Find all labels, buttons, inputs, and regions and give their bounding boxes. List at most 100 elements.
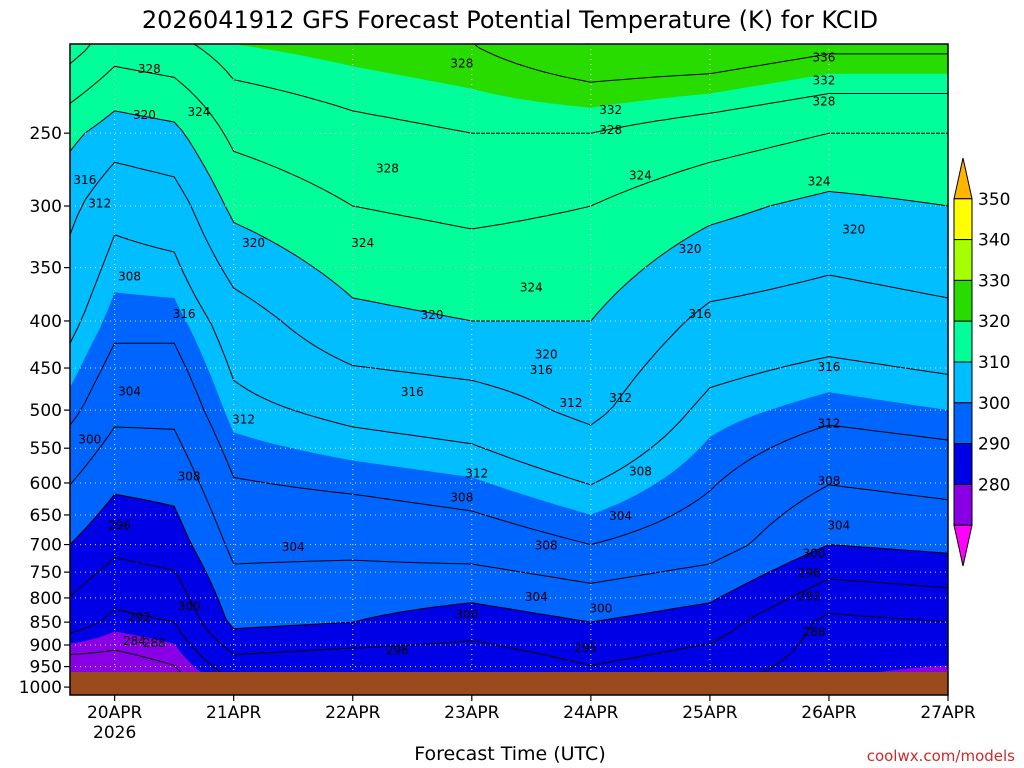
- plot-area: 3283243203163123083163043002962922842883…: [70, 38, 948, 695]
- y-tick-label: 750: [30, 563, 62, 583]
- plot-frame: [69, 43, 949, 696]
- x-tick-label: 26APR: [801, 703, 857, 723]
- contour-label: 320: [679, 242, 702, 256]
- contour-label: 316: [689, 307, 712, 321]
- contour-label: 308: [535, 539, 558, 553]
- contour-label: 312: [560, 396, 583, 410]
- contour-label: 308: [629, 464, 652, 478]
- contour-labels: 3283243203163123083163043002962922842883…: [73, 51, 865, 658]
- band-fill-340: [70, 38, 948, 42]
- contour-label: 312: [609, 391, 632, 405]
- contour-label: 312: [88, 196, 111, 210]
- contour-line-300: [70, 493, 948, 630]
- y-tick-label: 700: [30, 536, 62, 556]
- colorbar-label: 320: [978, 312, 1010, 332]
- band-fill-320: [70, 44, 948, 321]
- colorbar-label: 310: [978, 353, 1010, 373]
- x-year-label: 2026: [93, 723, 136, 743]
- contour-label: 320: [133, 108, 156, 122]
- contour-label: 332: [599, 103, 622, 117]
- y-tick-label: 500: [30, 401, 62, 421]
- contour-label: 312: [817, 416, 840, 430]
- contour-label: 328: [450, 56, 473, 70]
- contour-line-316: [70, 161, 948, 426]
- contour-label: 316: [530, 363, 553, 377]
- colorbar-label: 300: [978, 394, 1010, 414]
- colorbar: 350 340 330 320 310 300 290 280: [953, 157, 1010, 567]
- contour-label: 328: [376, 161, 399, 175]
- contour-label: 308: [118, 270, 141, 284]
- contour-label: 320: [242, 236, 265, 250]
- contour-label: 292: [128, 610, 151, 624]
- y-tick-label: 950: [30, 658, 62, 678]
- contour-label: 296: [386, 643, 409, 657]
- contour-label: 296: [108, 518, 131, 532]
- contour-label: 304: [525, 590, 548, 604]
- contour-label: 328: [599, 123, 622, 137]
- chart-title: 2026041912 GFS Forecast Potential Temper…: [142, 6, 878, 34]
- contour-line-320: [70, 110, 948, 322]
- y-tick-label: 850: [30, 613, 62, 633]
- contour-label: 312: [232, 413, 255, 427]
- contour-label: 316: [173, 307, 196, 321]
- ground-strip: [70, 672, 948, 695]
- color-bands: [70, 38, 948, 695]
- contour-label: 295: [574, 641, 597, 655]
- colorbar-label: 290: [978, 435, 1010, 455]
- colorbar-label: 280: [978, 475, 1010, 495]
- colorbar-label: 330: [978, 271, 1010, 291]
- x-tick-label: 23APR: [444, 703, 500, 723]
- contour-label: 316: [817, 360, 840, 374]
- colorbar-swatch: [953, 279, 973, 322]
- contour-line-332: [473, 44, 948, 83]
- contour-line-324: [70, 65, 948, 230]
- y-tick-label: 350: [30, 259, 62, 279]
- contour-label: 300: [589, 601, 612, 615]
- colorbar-swatch: [953, 320, 973, 363]
- contour-label: 332: [813, 73, 836, 87]
- colorbar-swatch: [953, 402, 973, 445]
- contour-line-328: [70, 44, 948, 134]
- contour-label: 312: [465, 467, 488, 481]
- y-tick-label: 900: [30, 636, 62, 656]
- contour-line-304: [70, 426, 948, 584]
- dotted-grid: [70, 44, 948, 695]
- colorbar-label: 350: [978, 190, 1010, 210]
- colorbar-swatch: [953, 239, 973, 281]
- contour-label: 316: [73, 173, 96, 187]
- band-fill-330: [238, 44, 948, 108]
- contour-label: 324: [520, 281, 543, 295]
- contour-label: 324: [351, 236, 374, 250]
- contour-label: 300: [78, 432, 101, 446]
- y-tick-label: 450: [30, 359, 62, 379]
- x-axis-label: Forecast Time (UTC): [414, 743, 605, 765]
- contour-label: 328: [813, 95, 836, 109]
- contour-label: 304: [282, 540, 305, 554]
- colorbar-swatch: [953, 198, 973, 241]
- contour-line-308: [70, 342, 948, 546]
- y-tick-label: 550: [30, 439, 62, 459]
- contour-label: 308: [450, 490, 473, 504]
- colorbar-swatch: [953, 483, 973, 526]
- contour-label: 320: [535, 347, 558, 361]
- contour-label: 284: [123, 634, 146, 648]
- y-axis: 250 300 350 400 450 500 550 600 650 700 750 800 850 9…: [19, 124, 70, 698]
- contour-label: 292: [798, 589, 821, 603]
- contour-label: 324: [188, 105, 211, 119]
- colorbar-label: 340: [978, 231, 1010, 251]
- contour-label: 336: [813, 51, 836, 65]
- x-tick-label: 22APR: [325, 703, 381, 723]
- colorbar-top-triangle: [953, 157, 973, 200]
- x-tick-label: 24APR: [563, 703, 619, 723]
- x-axis: 20APR 21APR 22APR 23APR 24APR 25APR 26APR 27APR…: [87, 695, 976, 743]
- credit-link[interactable]: coolwx.com/models: [867, 747, 1015, 765]
- contour-label: 304: [609, 509, 632, 523]
- colorbar-swatch: [953, 361, 973, 404]
- contour-label: 296: [798, 566, 821, 580]
- contour-line-296: [70, 556, 948, 666]
- contour-line-312: [70, 234, 948, 486]
- contour-label: 328: [138, 62, 161, 76]
- colorbar-swatch: [953, 443, 973, 485]
- band-fill-350: [70, 38, 948, 42]
